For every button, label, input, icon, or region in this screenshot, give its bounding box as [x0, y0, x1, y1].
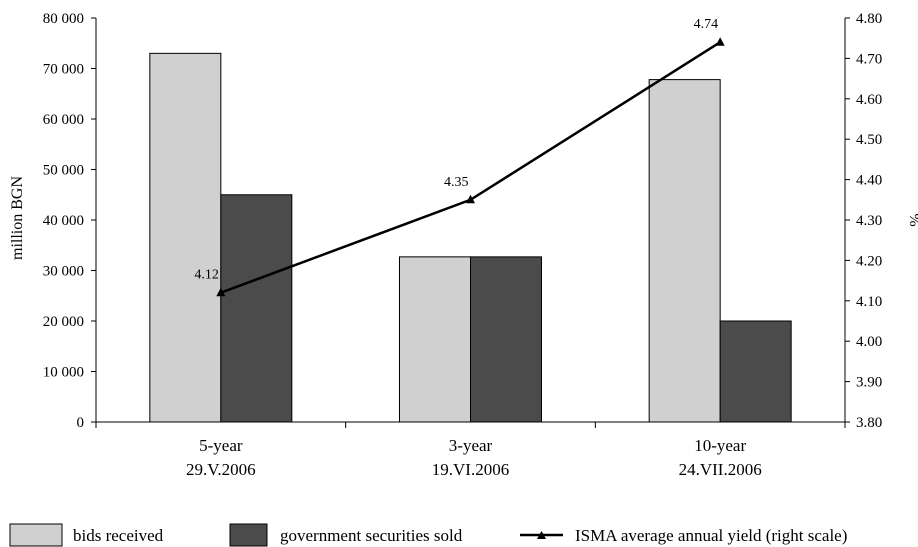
yield-point [216, 287, 226, 297]
category-labels: 5-year 29.V.2006 3-year 19.VI.2006 10-year 24… [186, 436, 762, 479]
yield-point [715, 37, 725, 46]
yield-data-label: 4.35 [444, 175, 469, 190]
left-axis-ticks: 0 10 000 20 000 30 000 40 000 50 000 60 000 70 … [43, 11, 96, 431]
right-tick-label: 4.80 [856, 11, 882, 27]
bars [149, 52, 792, 423]
left-tick-label: 10 000 [43, 365, 84, 381]
bar-securities-sold [220, 194, 293, 423]
bar-bids-received [399, 256, 471, 423]
category-label-date: 29.V.2006 [186, 460, 256, 479]
right-axis-ticks: 3.80 3.90 4.00 4.10 4.20 4.30 4.40 4.50 4.60 4.70… [845, 11, 882, 431]
yield-line-path [220, 41, 721, 294]
legend: bids received government securities sold… [9, 523, 847, 547]
legend-marker-yield [537, 531, 546, 539]
yield-point [466, 194, 475, 204]
bar-bids-received [149, 52, 222, 423]
right-tick-label: 4.40 [856, 173, 882, 189]
legend-swatch-bids-received [9, 523, 63, 547]
legend-label-yield: ISMA average annual yield (right scale) [575, 526, 847, 545]
right-tick-label: 4.60 [856, 92, 882, 108]
category-label-term: 5-year [199, 436, 243, 455]
right-tick-label: 3.80 [856, 415, 882, 431]
right-tick-label: 4.50 [856, 132, 882, 148]
category-label-term: 10-year [694, 436, 746, 455]
legend-label-securities-sold: government securities sold [280, 526, 463, 545]
yield-line: 4.12 4.35 4.74 [194, 17, 725, 297]
bar-securities-sold [470, 256, 542, 423]
axes [95, 18, 846, 428]
y2-axis-label: % [906, 213, 918, 226]
left-tick-label: 0 [77, 415, 85, 431]
right-tick-label: 4.10 [856, 294, 882, 310]
right-tick-label: 4.00 [856, 334, 882, 350]
y-axis-label: million BGN [9, 176, 26, 260]
right-tick-label: 4.20 [856, 253, 882, 269]
left-tick-label: 50 000 [43, 163, 84, 179]
category-label-date: 24.VII.2006 [679, 460, 762, 479]
category-label-term: 3-year [449, 436, 493, 455]
right-tick-label: 4.70 [856, 51, 882, 67]
left-tick-label: 70 000 [43, 62, 84, 78]
yield-data-label: 4.74 [694, 17, 719, 32]
bar-bids-received [648, 79, 721, 423]
yield-data-label: 4.12 [194, 268, 219, 283]
left-tick-label: 60 000 [43, 112, 84, 128]
legend-label-bids-received: bids received [73, 526, 164, 545]
legend-swatch-securities-sold [229, 523, 268, 547]
right-tick-label: 3.90 [856, 375, 882, 391]
right-tick-label: 4.30 [856, 213, 882, 229]
left-tick-label: 30 000 [43, 264, 84, 280]
left-tick-label: 40 000 [43, 213, 84, 229]
bar-securities-sold [719, 320, 792, 423]
left-tick-label: 80 000 [43, 11, 84, 27]
left-tick-label: 20 000 [43, 314, 84, 330]
category-label-date: 19.VI.2006 [432, 460, 509, 479]
